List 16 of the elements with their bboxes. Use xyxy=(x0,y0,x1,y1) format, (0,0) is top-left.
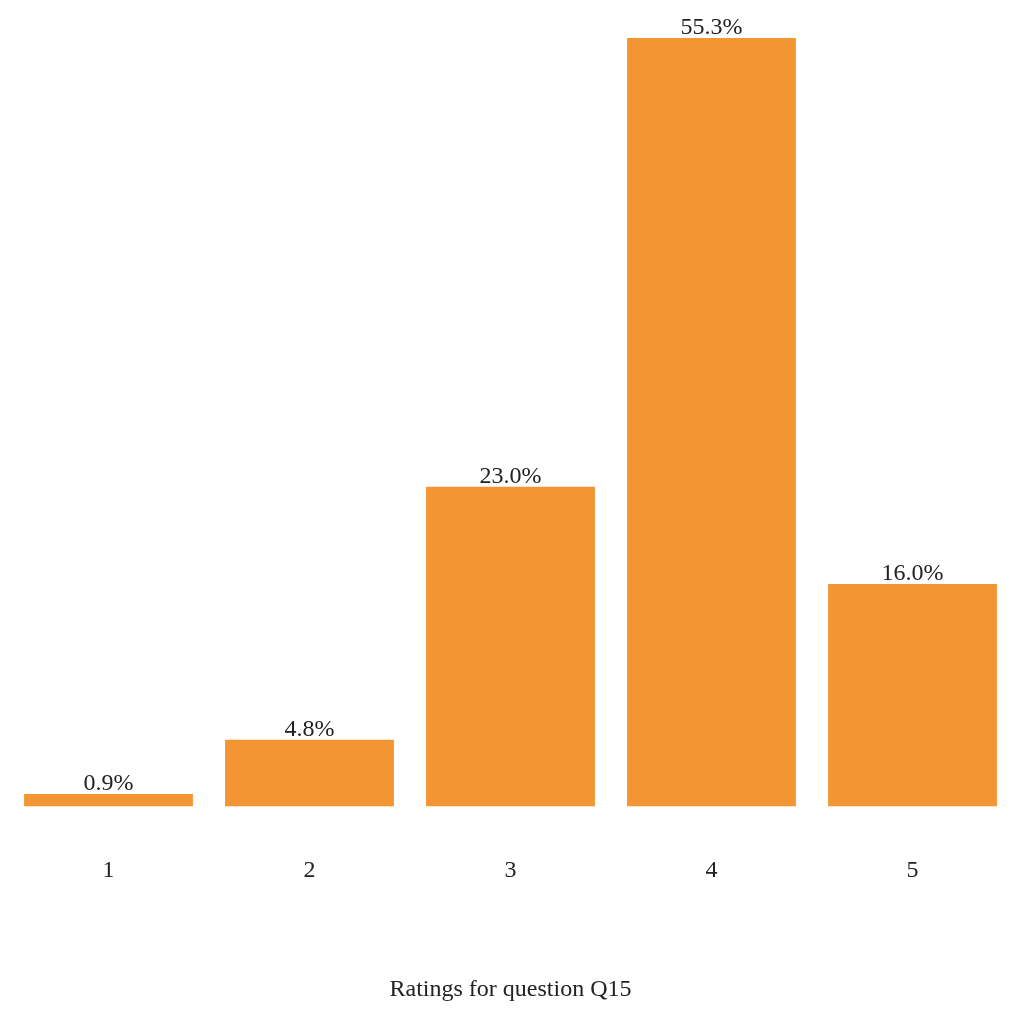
bar xyxy=(828,584,997,807)
x-tick-label: 5 xyxy=(906,856,919,883)
data-label: 55.3% xyxy=(680,13,743,40)
x-tick-label: 1 xyxy=(102,856,115,883)
bar xyxy=(225,739,394,807)
x-tick-label: 4 xyxy=(705,856,718,883)
bar xyxy=(426,486,595,807)
data-label: 23.0% xyxy=(479,462,542,489)
data-label: 0.9% xyxy=(83,769,134,796)
x-axis-title: Ratings for question Q15 xyxy=(389,974,632,1001)
x-tick-label: 3 xyxy=(504,856,517,883)
bar xyxy=(24,793,193,807)
bar xyxy=(627,38,796,807)
data-label: 4.8% xyxy=(284,715,335,741)
data-label: 16.0% xyxy=(881,559,944,586)
x-tick-label: 2 xyxy=(303,856,316,883)
